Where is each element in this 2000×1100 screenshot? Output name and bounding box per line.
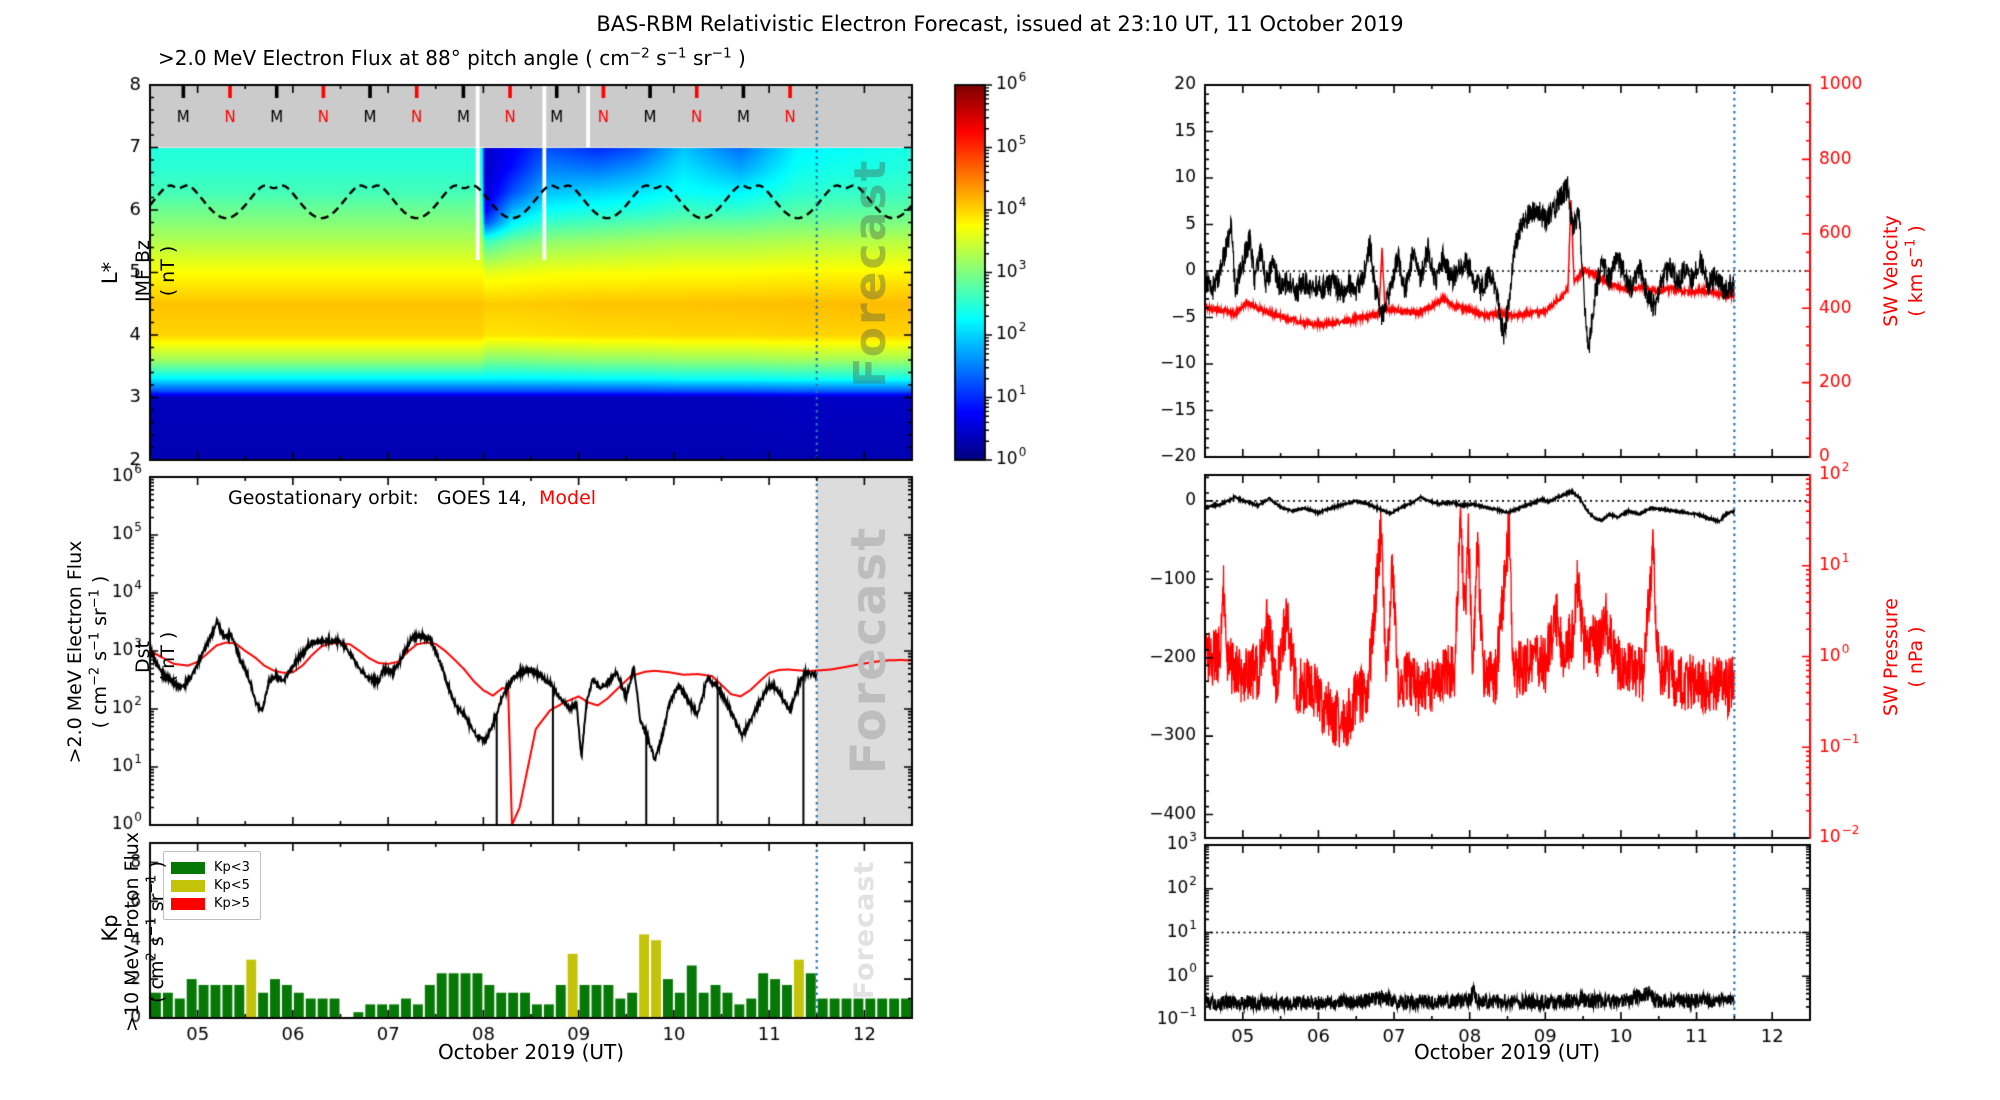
kp-legend-item: Kp<5 bbox=[171, 878, 250, 893]
right-xaxis-label: October 2019 (UT) bbox=[1413, 1040, 1601, 1064]
flux-legend-prefix: Geostationary orbit: bbox=[228, 487, 419, 509]
flux-legend-model: Model bbox=[539, 487, 597, 509]
sw-velocity-label: SW Velocity ( km s−1 ) bbox=[1880, 215, 1927, 327]
flux-legend: Geostationary orbit: GOES 14, Model bbox=[228, 487, 596, 509]
kp-legend: Kp<3 Kp<5 Kp>5 bbox=[163, 851, 261, 920]
sw-pressure-label: SW Pressure ( nPa ) bbox=[1880, 597, 1927, 717]
kp-legend-swatch bbox=[171, 861, 205, 874]
proton-flux-panel bbox=[1205, 845, 1810, 1020]
kp-legend-label: Kp>5 bbox=[214, 896, 250, 911]
flux-colorbar bbox=[955, 85, 985, 460]
kp-legend-label: Kp<3 bbox=[214, 860, 250, 875]
dst-sw-pressure-panel bbox=[1205, 475, 1810, 838]
proton-ylabel: >10 MeV Proton Flux ( cm2 s−1 sr−1 ) bbox=[121, 831, 168, 1033]
goes-flux-panel bbox=[150, 477, 912, 825]
kp-legend-item: Kp>5 bbox=[171, 896, 250, 911]
page-title: BAS-RBM Relativistic Electron Forecast, … bbox=[596, 12, 1404, 36]
flux-legend-obs: GOES 14, bbox=[436, 487, 527, 509]
kp-legend-item: Kp<3 bbox=[171, 860, 250, 875]
kp-panel bbox=[150, 843, 912, 1018]
imf-bz-sw-velocity-panel bbox=[1205, 85, 1810, 457]
electron-flux-heatmap-panel bbox=[150, 85, 912, 460]
left-xaxis-label: October 2019 (UT) bbox=[437, 1040, 625, 1064]
kp-forecast-watermark: Forecast bbox=[849, 860, 880, 1000]
kp-legend-swatch bbox=[171, 879, 205, 892]
kp-legend-label: Kp<5 bbox=[214, 878, 250, 893]
bz-ylabel: IMF Bz ( nT ) bbox=[132, 240, 179, 302]
kp-legend-swatch bbox=[171, 897, 205, 910]
heatmap-forecast-watermark: Forecast bbox=[845, 158, 896, 388]
heatmap-title: >2.0 MeV Electron Flux at 88° pitch angl… bbox=[158, 45, 746, 70]
